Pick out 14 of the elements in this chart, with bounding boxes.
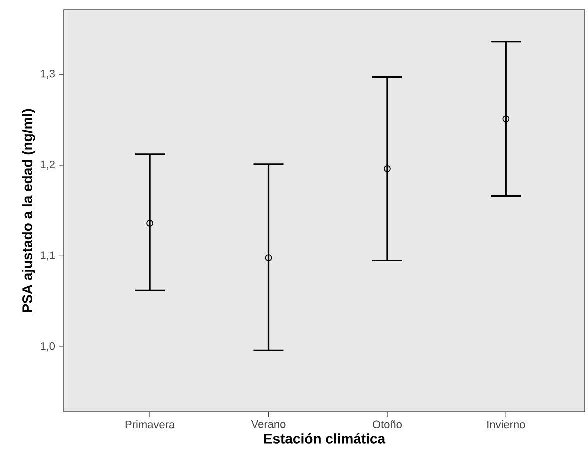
y-tick-label: 1,3: [41, 70, 55, 80]
y-axis-title: PSA ajustado a la edad (ng/ml): [22, 109, 36, 312]
y-tick-label: 1,0: [41, 342, 56, 352]
x-tick-label: Invierno: [488, 420, 526, 429]
point: [502, 116, 510, 122]
x-tick-label: Primavera: [126, 420, 176, 429]
point: [265, 254, 272, 262]
point: [146, 220, 154, 227]
x-tick-label: Otoño: [372, 420, 402, 429]
y-tick-label: 1,2: [41, 160, 55, 170]
point: [384, 166, 391, 172]
x-axis-title: Estación climática: [264, 433, 386, 444]
y-tick-label: 1,1: [41, 252, 55, 261]
x-tick-label: Verano: [251, 420, 286, 428]
